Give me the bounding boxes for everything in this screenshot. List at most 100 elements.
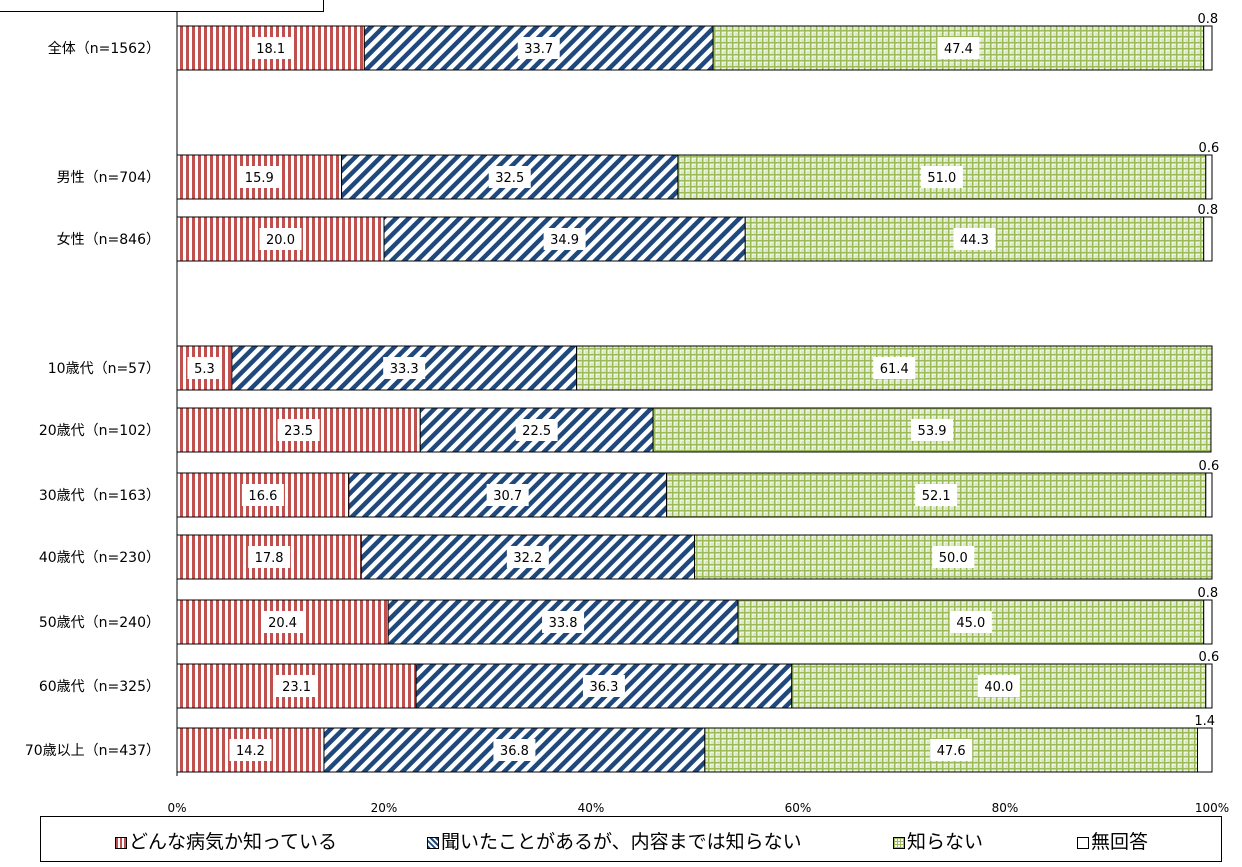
bar-segment-3-5	[1205, 472, 1213, 518]
bar-segment-3-2	[1203, 216, 1213, 262]
legend: どんな病気か知っている 聞いたことがあるが、内容までは知らない 知らない 無回答	[40, 816, 1222, 862]
value-label-2-0: 47.4	[944, 42, 973, 57]
value-label-1-3: 33.3	[390, 362, 419, 377]
value-label-2-7: 45.0	[956, 616, 985, 631]
value-label-0-0: 18.1	[256, 42, 285, 57]
value-label-1-5: 30.7	[493, 489, 522, 504]
noanswer-label-2: 0.8	[1198, 203, 1219, 218]
value-label-bg-0-0	[249, 37, 292, 59]
legend-label-0: どんな病気か知っている	[129, 831, 338, 853]
value-label-bg-1-6	[506, 546, 549, 568]
legend-label-3: 無回答	[1091, 831, 1149, 853]
value-label-bg-0-2	[259, 228, 302, 250]
value-label-2-6: 50.0	[939, 551, 968, 566]
category-label-9: 70歳以上（n=437）	[25, 743, 160, 759]
category-label-2: 女性（n=846）	[57, 231, 160, 248]
value-label-2-8: 40.0	[984, 680, 1013, 695]
bar-segment-2-4	[652, 407, 1212, 453]
value-label-bg-1-3	[383, 357, 426, 379]
value-label-1-8: 36.3	[589, 680, 618, 695]
x-tick-label-1: 20%	[371, 801, 398, 815]
bar-segment-1-2	[383, 216, 746, 262]
value-label-0-8: 23.1	[282, 680, 311, 695]
bar-segment-1-4	[419, 407, 654, 453]
category-label-8: 60歳代（n=325）	[39, 679, 160, 695]
x-tick-label-5: 100%	[1195, 801, 1229, 815]
value-label-bg-0-8	[275, 675, 318, 697]
value-label-bg-0-6	[248, 546, 291, 568]
legend-item-dont-know: 知らない	[893, 827, 983, 854]
value-label-bg-2-0	[937, 37, 980, 59]
x-tick-label-4: 80%	[992, 801, 1019, 815]
value-label-0-3: 5.3	[194, 362, 215, 377]
noanswer-label-8: 0.6	[1199, 650, 1220, 665]
question-header	[0, 0, 324, 12]
category-label-6: 40歳代（n=230）	[39, 550, 160, 566]
value-label-bg-1-9	[493, 739, 536, 761]
value-label-2-5: 52.1	[922, 489, 951, 504]
value-label-bg-0-3	[187, 357, 222, 379]
legend-label-2: 知らない	[907, 831, 984, 853]
value-label-bg-1-1	[488, 166, 531, 188]
value-label-2-3: 61.4	[880, 362, 909, 377]
value-label-bg-1-8	[582, 675, 625, 697]
noanswer-label-1: 0.6	[1199, 141, 1220, 156]
value-label-1-0: 33.7	[524, 42, 553, 57]
value-label-0-5: 16.6	[248, 489, 277, 504]
value-label-bg-1-2	[543, 228, 586, 250]
value-label-0-7: 20.4	[268, 616, 297, 631]
value-label-2-4: 53.9	[918, 424, 947, 439]
value-label-0-1: 15.9	[245, 171, 274, 186]
legend-item-heard-only: 聞いたことがあるが、内容までは知らない	[427, 827, 802, 854]
legend-item-know-disease: どんな病気か知っている	[115, 827, 337, 854]
value-label-2-1: 51.0	[927, 171, 956, 186]
value-label-bg-2-7	[949, 611, 992, 633]
value-label-bg-2-3	[873, 357, 916, 379]
bar-segment-3-9	[1197, 727, 1213, 773]
category-label-3: 10歳代（n=57）	[48, 361, 160, 377]
value-label-2-9: 47.6	[937, 744, 966, 759]
value-label-bg-0-7	[261, 611, 304, 633]
category-label-0: 全体（n=1562）	[48, 40, 160, 57]
category-label-5: 30歳代（n=163）	[39, 488, 160, 504]
category-label-1: 男性（n=704）	[57, 170, 160, 186]
value-label-bg-2-6	[932, 546, 975, 568]
value-label-0-2: 20.0	[266, 233, 295, 248]
value-label-1-7: 33.8	[549, 616, 578, 631]
value-label-bg-1-7	[542, 611, 585, 633]
x-tick-label-0: 0%	[167, 801, 186, 815]
bar-segment-3-7	[1203, 599, 1213, 645]
value-label-0-4: 23.5	[284, 424, 313, 439]
x-tick-label-3: 60%	[785, 801, 812, 815]
value-label-bg-2-2	[953, 228, 996, 250]
value-label-bg-1-4	[515, 419, 558, 441]
legend-label-1: 聞いたことがあるが、内容までは知らない	[441, 831, 802, 853]
value-label-1-9: 36.8	[500, 744, 529, 759]
value-label-1-2: 34.9	[550, 233, 579, 248]
value-label-bg-0-9	[229, 739, 272, 761]
value-label-2-2: 44.3	[960, 233, 989, 248]
noanswer-label-5: 0.6	[1199, 459, 1220, 474]
bar-segment-0-7	[176, 599, 389, 645]
bar-segment-3-0	[1203, 25, 1213, 71]
category-label-7: 50歳代（n=240）	[39, 615, 160, 631]
legend-swatch-grid	[893, 837, 905, 849]
x-tick-label-2: 40%	[578, 801, 605, 815]
value-label-bg-2-1	[920, 166, 963, 188]
value-label-bg-0-4	[277, 419, 320, 441]
value-label-0-6: 17.8	[255, 551, 284, 566]
value-label-1-6: 32.2	[513, 551, 542, 566]
bar-segment-3-1	[1205, 154, 1213, 200]
stacked-bar-chart: 18.1 33.7 47.4 0.8 全体（n=1562） 15.9 32.5 51.0 0.6…	[25, 8, 1229, 815]
bar-segment-3-8	[1205, 663, 1213, 709]
category-label-4: 20歳代（n=102）	[39, 423, 160, 439]
value-label-bg-0-5	[241, 484, 284, 506]
legend-item-no-answer: 無回答	[1077, 827, 1148, 854]
value-label-bg-0-1	[238, 166, 281, 188]
noanswer-label-7: 0.8	[1198, 586, 1219, 601]
legend-swatch-diagonal-stripes	[427, 837, 439, 849]
value-label-bg-1-5	[486, 484, 529, 506]
legend-swatch-blank	[1077, 837, 1089, 849]
noanswer-label-0: 0.8	[1198, 12, 1219, 27]
value-label-1-4: 22.5	[522, 424, 551, 439]
